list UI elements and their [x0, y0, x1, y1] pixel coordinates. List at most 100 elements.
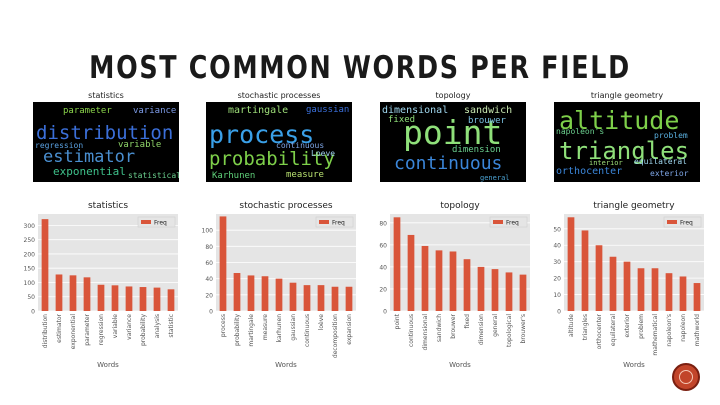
- y-tick-label: 30: [553, 259, 561, 266]
- bar: [609, 256, 617, 311]
- y-tick-label: 80: [379, 220, 387, 227]
- y-tick-label: 40: [379, 264, 387, 271]
- y-tick-label: 80: [205, 244, 213, 251]
- wordcloud-word: probability: [209, 148, 335, 170]
- x-tick-label: loève: [318, 314, 325, 331]
- x-tick-label: probability: [140, 314, 147, 346]
- x-tick-label: exponential: [70, 314, 77, 350]
- bar-chart: topology 0 20 40 60 80 point continuous dimensio…: [379, 201, 530, 368]
- wordcloud-word: dimension: [452, 145, 501, 155]
- x-tick-label: mathworld: [694, 314, 701, 346]
- y-tick-label: 150: [24, 266, 36, 273]
- bar: [581, 230, 589, 311]
- y-tick-label: 200: [24, 251, 36, 258]
- legend-label: Freq: [332, 220, 345, 227]
- y-tick-label: 40: [205, 276, 213, 283]
- bar: [435, 250, 443, 311]
- y-tick-label: 0: [209, 309, 213, 316]
- wordcloud-word: gaussian: [306, 105, 350, 115]
- x-tick-label: napoleon: [680, 314, 687, 342]
- wordcloud-title: statistics: [88, 91, 124, 100]
- legend-label: Freq: [154, 220, 167, 227]
- y-tick-label: 300: [24, 223, 36, 230]
- x-tick-label: continuous: [408, 314, 415, 347]
- bar: [139, 287, 147, 311]
- bar: [477, 266, 485, 311]
- wordcloud-word: distribution: [36, 122, 174, 144]
- x-tick-label: distribution: [42, 314, 49, 348]
- wordcloud-word: orthocenter: [556, 166, 623, 177]
- y-tick-label: 60: [379, 242, 387, 249]
- y-tick-label: 250: [24, 237, 36, 244]
- wordcloud-title: stochastic processes: [237, 91, 321, 100]
- x-tick-label: brouwer's: [520, 314, 527, 343]
- logo-icon: [672, 363, 700, 391]
- wordcloud-word: exterior: [650, 169, 689, 178]
- bar: [491, 269, 499, 311]
- x-tick-label: measure: [262, 314, 269, 340]
- wordcloud-word: napoleon's: [556, 127, 605, 136]
- bar: [651, 268, 659, 311]
- x-tick-label: brouwer: [450, 313, 457, 338]
- bar: [111, 285, 119, 311]
- bar: [55, 274, 63, 311]
- bar: [693, 283, 701, 311]
- chart-title: statistics: [88, 201, 128, 211]
- x-tick-label: dimension: [478, 314, 485, 345]
- wordcloud-word: triangles: [559, 137, 690, 165]
- wordcloud-title: triangle geometry: [590, 91, 664, 100]
- legend-label: Freq: [506, 220, 519, 227]
- bar: [83, 277, 91, 311]
- y-tick-label: 0: [31, 309, 35, 316]
- legend-swatch: [493, 220, 503, 224]
- bar-chart: stochastic processes 0 20 40 60 80 100 process p…: [202, 201, 356, 368]
- bar: [505, 272, 513, 311]
- x-tick-label: continuous: [304, 314, 311, 347]
- bar: [665, 273, 673, 311]
- y-tick-label: 0: [557, 309, 561, 316]
- bar: [623, 261, 631, 311]
- x-tick-label: problem: [638, 314, 645, 339]
- x-tick-label: decomposition: [332, 314, 339, 358]
- wordcloud-word: martingale: [228, 105, 289, 116]
- y-tick-label: 100: [202, 228, 214, 235]
- legend-swatch: [141, 220, 151, 224]
- bar: [125, 286, 133, 311]
- legend-box: [137, 216, 176, 228]
- bar: [317, 285, 325, 311]
- wordcloud-image: distribution estimator exponential paramete…: [33, 102, 179, 182]
- wordcloud-image: process probability martingale measure gauss…: [206, 102, 352, 182]
- wordcloud-word: measure: [286, 170, 324, 180]
- legend-box: [315, 216, 354, 228]
- bar: [97, 284, 105, 311]
- wordcloud-word: process: [209, 120, 315, 149]
- x-tick-label: expansion: [346, 314, 353, 345]
- legend-swatch: [667, 220, 677, 224]
- y-tick-label: 20: [205, 292, 213, 299]
- bar: [567, 217, 575, 311]
- wordcloud-word: dimensional: [382, 105, 449, 116]
- wordcloud-word: estimator: [43, 147, 136, 167]
- x-tick-label: altitude: [568, 314, 575, 337]
- x-tick-label: equilateral: [610, 314, 617, 347]
- x-tick-label: statistic: [168, 314, 175, 338]
- wordcloud-title: topology: [435, 91, 471, 100]
- chart-title: triangle geometry: [593, 201, 675, 211]
- y-tick-label: 20: [379, 286, 387, 293]
- legend-box: [489, 216, 528, 228]
- wordcloud-word: altitude: [559, 106, 680, 135]
- wordcloud-word: variable: [118, 140, 162, 150]
- x-tick-label: exterior: [624, 313, 631, 337]
- y-tick-label: 10: [553, 292, 561, 299]
- x-axis-label: Words: [623, 361, 645, 368]
- y-tick-label: 20: [553, 276, 561, 283]
- x-tick-label: karhunen: [276, 314, 283, 343]
- y-tick-label: 60: [205, 260, 213, 267]
- x-tick-label: parameter: [84, 313, 91, 345]
- x-tick-label: martingale: [248, 314, 255, 347]
- wordcloud-word: general: [480, 174, 510, 182]
- wordcloud-word: interior: [589, 159, 623, 167]
- bar: [637, 268, 645, 311]
- bar-chart: triangle geometry 0 10 20 30 40 50 altitude tria…: [553, 201, 704, 368]
- wordcloud-word: point: [403, 113, 503, 152]
